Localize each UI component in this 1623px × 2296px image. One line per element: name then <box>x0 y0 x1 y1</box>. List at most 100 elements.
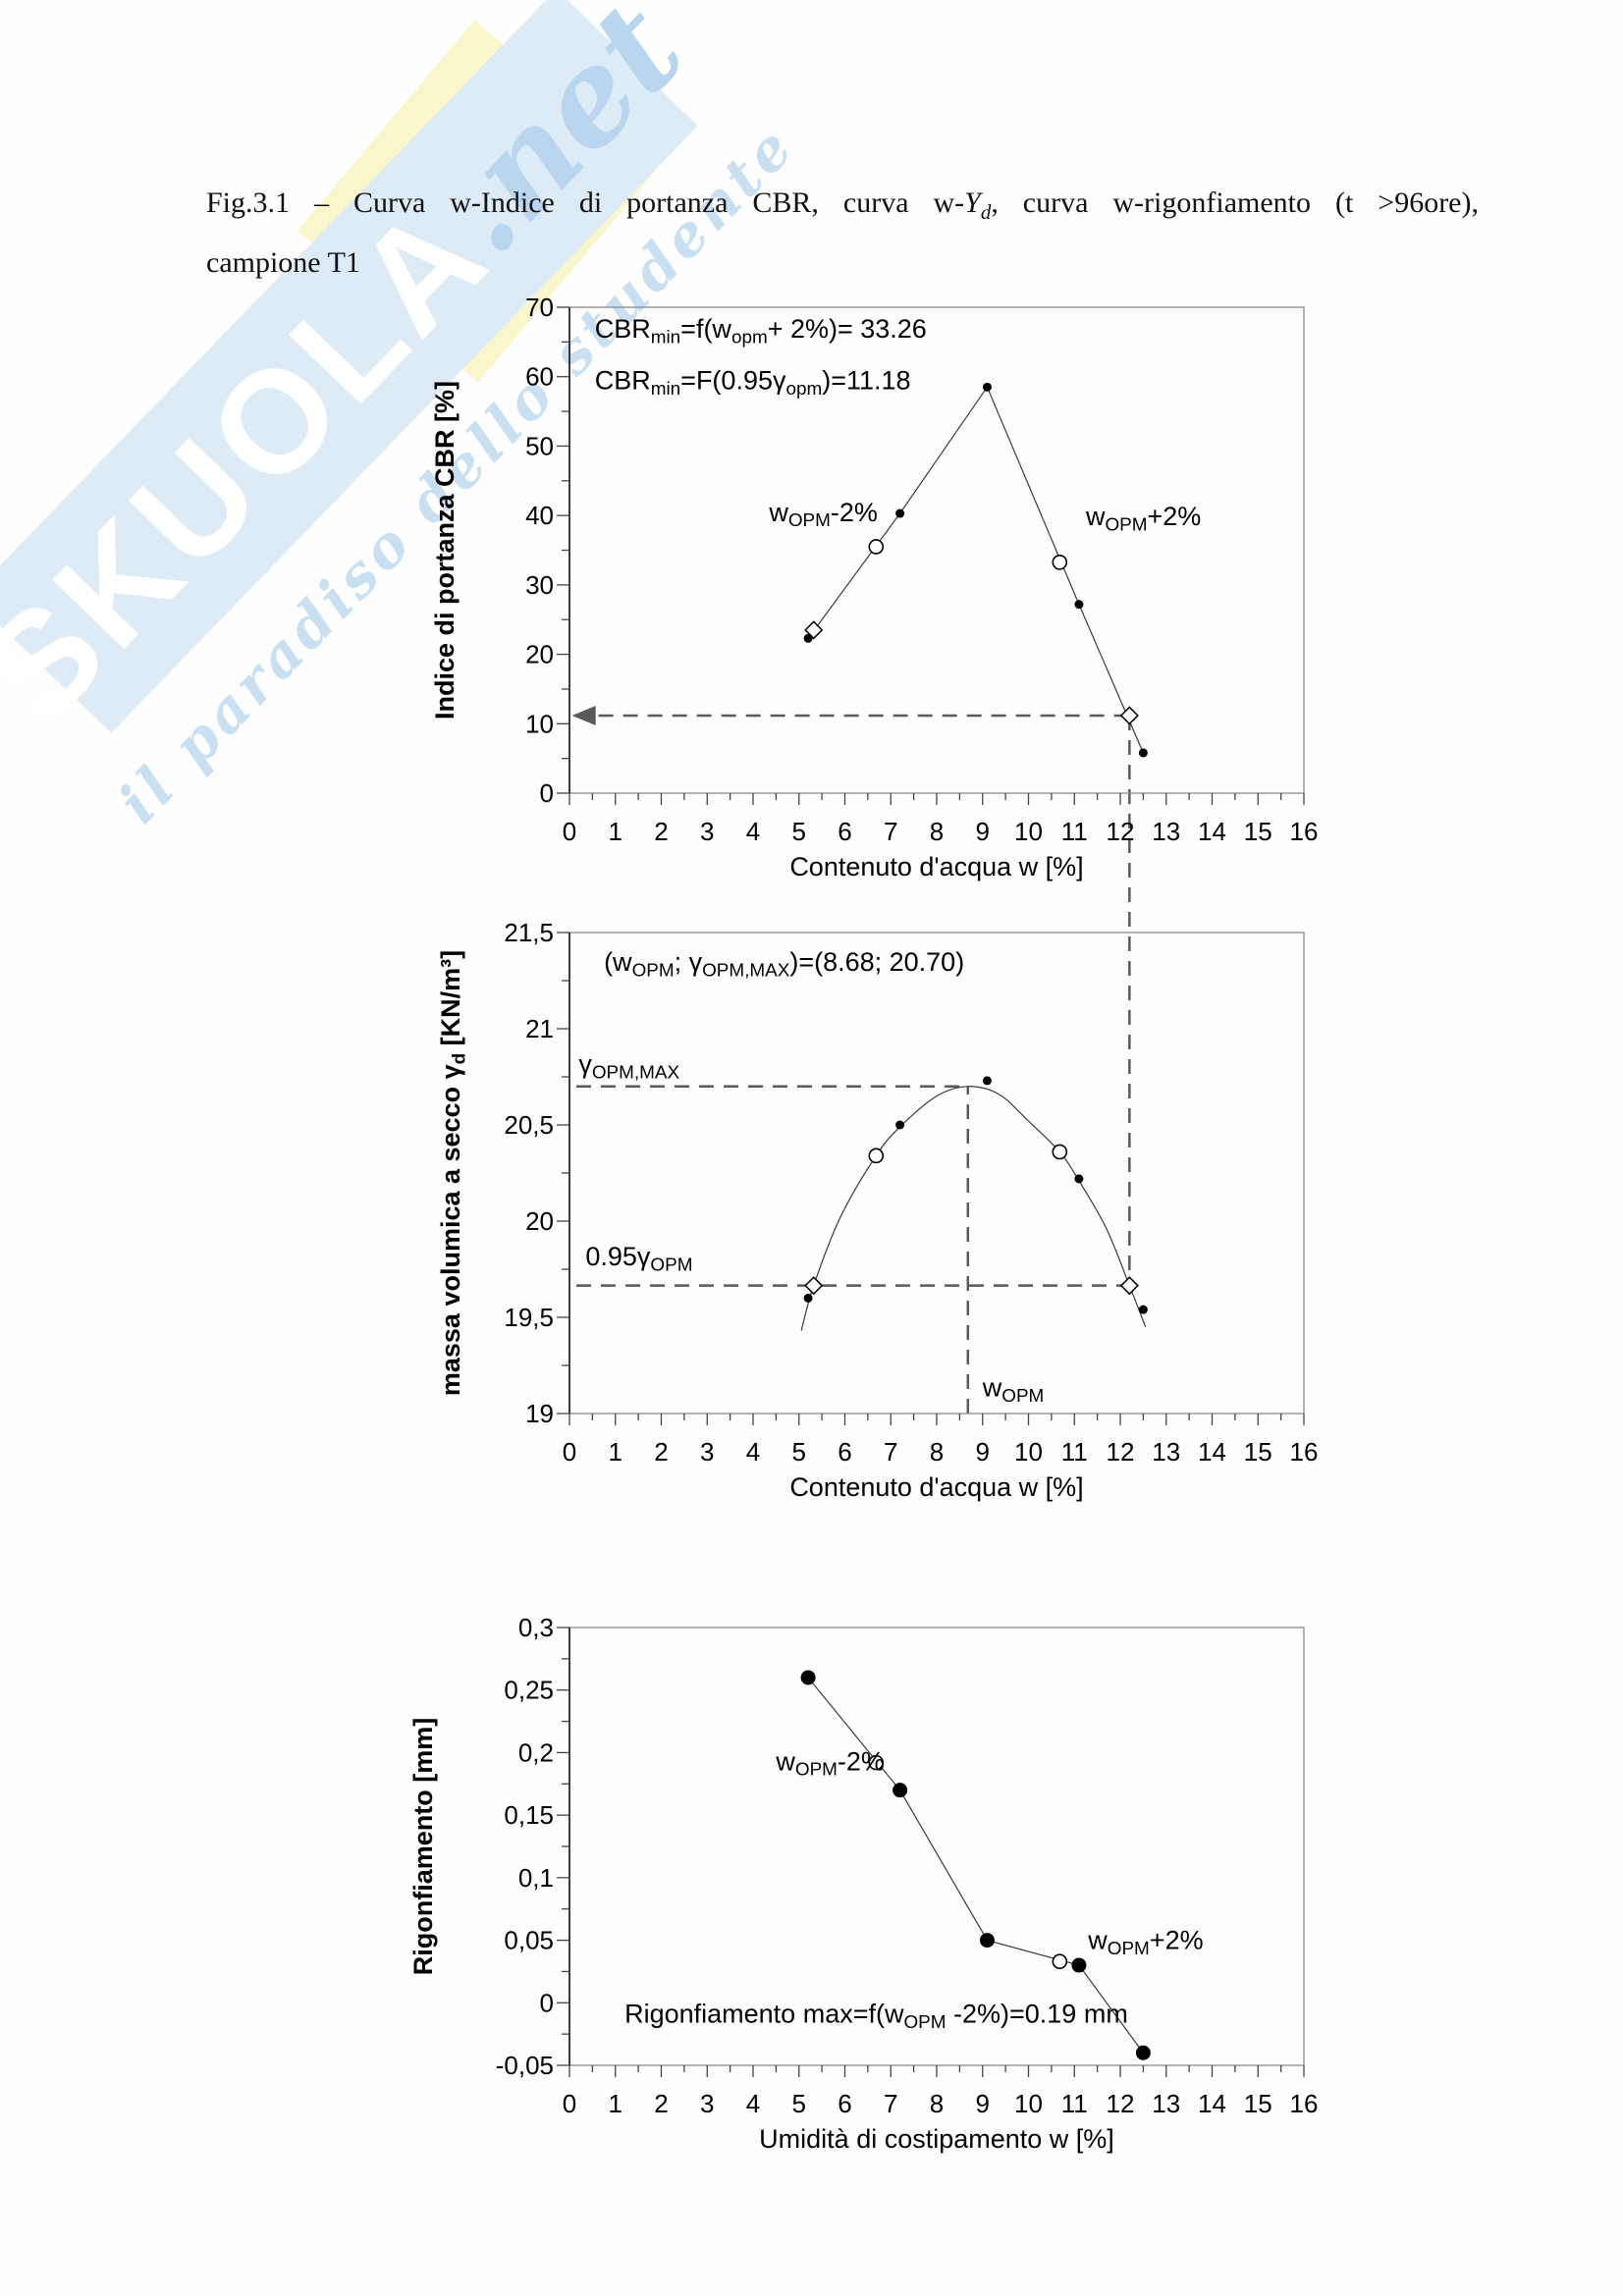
series-line <box>807 386 1144 754</box>
svg-text:16: 16 <box>1290 817 1319 846</box>
svg-text:20: 20 <box>525 640 554 669</box>
data-point-open-circle <box>1052 1953 1068 1970</box>
svg-text:14: 14 <box>1198 817 1226 846</box>
chart-3: 0 1 2 3 4 5 6 7 8 9 10 11 12 13 14 15 16-0,0500,050,10,1… <box>408 1613 1318 2154</box>
svg-text:0: 0 <box>563 2089 576 2118</box>
svg-text:20,5: 20,5 <box>504 1110 554 1140</box>
chart-annotation: wOPM-2% <box>768 498 878 531</box>
svg-text:10: 10 <box>525 709 554 738</box>
chart-annotation: CBRmin=F(0.95γopm)=11.18 <box>595 365 911 399</box>
svg-text:13: 13 <box>1152 2089 1180 2118</box>
svg-text:9: 9 <box>976 2089 990 2118</box>
x-axis-label: Umidità di costipamento w [%] <box>759 2124 1114 2154</box>
caption-text-prefix: Fig.3.1 – Curva w-Indice di portanza CBR… <box>206 187 965 219</box>
svg-text:10: 10 <box>1014 1437 1043 1467</box>
svg-text:4: 4 <box>746 817 760 846</box>
data-point-open-circle <box>1052 555 1068 570</box>
y-axis-label: massa volumica a secco γd [KN/m³] <box>436 950 469 1396</box>
svg-text:14: 14 <box>1198 1437 1226 1467</box>
data-point-dot <box>800 1670 816 1685</box>
chart-1: 0 1 2 3 4 5 6 7 8 9 10 11 12 13 14 15 16010203040506070C… <box>430 293 1318 1286</box>
figure-caption-line2: campione T1 <box>206 246 360 279</box>
data-point-dot <box>895 508 905 518</box>
x-axis-ticks: 0 1 2 3 4 5 6 7 8 9 10 11 12 13 14 15 16 <box>563 793 1319 846</box>
data-point-dot <box>1138 748 1148 758</box>
chart-annotation: (wOPM; γOPM,MAX)=(8.68; 20.70) <box>604 947 964 981</box>
series-line <box>807 1677 1144 2054</box>
svg-text:0: 0 <box>563 1437 576 1467</box>
svg-text:8: 8 <box>930 817 944 846</box>
data-point-dot <box>979 1933 995 1949</box>
svg-text:5: 5 <box>792 2089 806 2118</box>
svg-text:0: 0 <box>540 1988 554 2017</box>
chart-annotation: CBRmin=f(wopm+ 2%)= 33.26 <box>595 314 927 347</box>
x-axis-ticks: 0 1 2 3 4 5 6 7 8 9 10 11 12 13 14 15 16 <box>563 1414 1319 1467</box>
svg-text:20: 20 <box>525 1206 554 1236</box>
x-axis-ticks: 0 1 2 3 4 5 6 7 8 9 10 11 12 13 14 15 16 <box>563 2065 1318 2118</box>
svg-text:11: 11 <box>1061 2089 1088 2118</box>
y-axis-ticks: 19 19,5 20 20,5 21 21,5 <box>504 918 569 1428</box>
data-point-dot <box>1071 1957 1087 1973</box>
svg-text:-0,05: -0,05 <box>496 2051 554 2080</box>
svg-text:3: 3 <box>700 1437 714 1467</box>
svg-text:8: 8 <box>930 1437 944 1467</box>
svg-text:0,1: 0,1 <box>518 1863 554 1893</box>
data-point-dot <box>1074 600 1084 610</box>
svg-text:1: 1 <box>609 2089 622 2118</box>
chart-annotation: 0.95γOPM <box>585 1242 692 1275</box>
svg-text:0,05: 0,05 <box>504 1926 554 1955</box>
svg-text:10: 10 <box>1014 817 1043 846</box>
svg-text:0: 0 <box>540 778 554 808</box>
svg-text:7: 7 <box>884 2089 897 2118</box>
svg-text:0,25: 0,25 <box>504 1676 554 1705</box>
svg-text:6: 6 <box>838 2089 851 2118</box>
svg-text:50: 50 <box>525 431 554 460</box>
svg-text:6: 6 <box>838 1437 851 1467</box>
chart-annotation: wOPM+2% <box>1087 1925 1203 1958</box>
svg-text:13: 13 <box>1152 1437 1180 1467</box>
svg-text:8: 8 <box>930 2089 944 2118</box>
svg-text:21: 21 <box>525 1014 554 1043</box>
svg-text:0,2: 0,2 <box>518 1737 554 1767</box>
svg-text:15: 15 <box>1244 2089 1272 2118</box>
data-point-dot <box>1135 2045 1151 2060</box>
svg-text:3: 3 <box>700 817 714 846</box>
data-point-open-diamond <box>1119 706 1139 725</box>
svg-text:6: 6 <box>838 817 851 846</box>
arrowhead-left-icon <box>571 705 596 725</box>
y-axis-label: Indice di portanza CBR [%] <box>430 381 460 720</box>
svg-text:12: 12 <box>1107 2089 1135 2118</box>
data-point-open-diamond <box>1119 1276 1139 1296</box>
data-point-dot <box>1138 1305 1148 1314</box>
svg-text:7: 7 <box>884 817 897 846</box>
data-point-dot <box>893 1783 908 1798</box>
data-point-open-diamond <box>804 1276 824 1296</box>
svg-text:13: 13 <box>1152 817 1180 846</box>
x-axis-label: Contenuto d'acqua w [%] <box>789 852 1083 881</box>
svg-text:0: 0 <box>563 817 576 846</box>
svg-text:4: 4 <box>746 1437 760 1467</box>
svg-text:15: 15 <box>1244 1437 1272 1467</box>
data-point-dot <box>803 1293 813 1303</box>
svg-text:60: 60 <box>525 362 554 392</box>
y-axis-label: Rigonfiamento [mm] <box>408 1718 438 1976</box>
svg-text:11: 11 <box>1061 817 1088 846</box>
data-point-open-circle <box>868 539 885 555</box>
data-point-dot <box>1074 1174 1084 1184</box>
svg-text:19,5: 19,5 <box>504 1303 554 1332</box>
svg-text:12: 12 <box>1107 1437 1135 1467</box>
svg-text:70: 70 <box>525 293 554 322</box>
data-point-open-circle <box>868 1148 885 1164</box>
chart-annotation: wOPM-2% <box>775 1746 885 1780</box>
svg-text:12: 12 <box>1107 817 1135 846</box>
gamma-symbol: Υd <box>964 187 992 224</box>
svg-text:2: 2 <box>654 817 668 846</box>
svg-text:16: 16 <box>1290 1437 1319 1467</box>
data-point-dot <box>982 382 992 392</box>
data-point-open-diamond <box>804 620 824 640</box>
svg-text:30: 30 <box>525 570 554 600</box>
svg-text:4: 4 <box>746 2089 760 2118</box>
chart-annotation: wOPM+2% <box>1085 502 1201 535</box>
y-axis-ticks: -0,05 0 0,05 0,1 0,15 0,2 0,25 0,3 <box>496 1613 569 2080</box>
